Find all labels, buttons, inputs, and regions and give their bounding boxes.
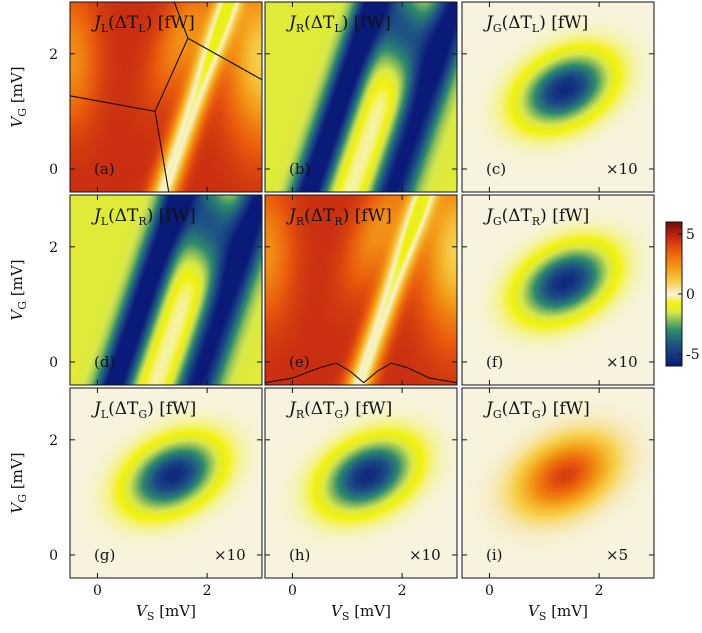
- x-tick-label: 2: [203, 583, 212, 599]
- panel-b: JR(ΔTL) [fW] (b): [264, 1, 458, 193]
- panel-d: JL(ΔTR) [fW] (d) 0 2: [49, 194, 263, 386]
- x-tick-label: 2: [595, 583, 604, 599]
- panel-letter: (i): [486, 546, 503, 564]
- panel-scale: ×10: [214, 546, 246, 564]
- panel-frame: [69, 387, 263, 579]
- panel-a: JL(ΔTL) [fW] (a) 0 2: [49, 1, 263, 193]
- heatmap-g: [70, 388, 262, 578]
- panel-scale: ×10: [606, 353, 638, 371]
- panel-frame: [461, 1, 655, 193]
- x-tick-label: 0: [93, 583, 102, 599]
- heatmap-h: [265, 388, 457, 578]
- panel-frame: [69, 194, 263, 386]
- panel-title: JG(ΔTG) [fW]: [483, 399, 590, 421]
- panel-letter: (a): [94, 160, 115, 178]
- colorbar: 5 0 -5: [665, 221, 700, 367]
- panel-g: JL(ΔTG) [fW] (g) ×10 0 2 0 2: [49, 387, 263, 599]
- panel-frame: [461, 387, 655, 579]
- panel-frame: [264, 1, 458, 193]
- panel-title: JL(ΔTG) [fW]: [91, 399, 196, 421]
- overlay-line: [187, 37, 263, 81]
- overlay-line: [69, 95, 156, 112]
- panel-h: JR(ΔTG) [fW] (h) ×10 0 2: [264, 387, 458, 599]
- panel-scale: ×10: [606, 160, 638, 178]
- heatmap-c: [462, 2, 654, 192]
- y-tick-label: 2: [49, 240, 58, 256]
- panel-title: JG(ΔTR) [fW]: [483, 206, 589, 228]
- colorbar-tick-label: -5: [686, 347, 700, 363]
- panel-letter: (g): [94, 546, 115, 564]
- heatmap-b: [265, 2, 457, 192]
- y-tick-label: 0: [49, 162, 58, 178]
- panel-scale: ×10: [409, 546, 441, 564]
- panel-title: JG(ΔTL) [fW]: [483, 13, 588, 35]
- y-tick-label: 2: [49, 433, 58, 449]
- overlay-line: [154, 38, 189, 112]
- x-tick-label: 2: [398, 583, 407, 599]
- panel-frame: [69, 1, 263, 193]
- colorbar-tick-label: 5: [686, 227, 695, 243]
- panel-letter: (h): [289, 546, 310, 564]
- y-tick-label: 2: [49, 47, 58, 63]
- panel-title: JR(ΔTG) [fW]: [286, 399, 392, 421]
- panel-title: JR(ΔTR) [fW]: [286, 206, 392, 228]
- panel-letter: (e): [289, 353, 310, 371]
- panel-f: JG(ΔTR) [fW] (f) ×10: [461, 194, 655, 386]
- x-axis-label: VS [mV]: [528, 602, 588, 623]
- panel-c: JG(ΔTL) [fW] (c) ×10: [461, 1, 655, 193]
- panel-title: JL(ΔTL) [fW]: [91, 13, 195, 35]
- panel-frame: [461, 194, 655, 386]
- y-tick-label: 0: [49, 548, 58, 564]
- y-axis-label: VG [mV]: [8, 259, 29, 320]
- x-tick-label: 0: [485, 583, 494, 599]
- y-axis-label: VG [mV]: [8, 452, 29, 513]
- overlay-line: [173, 1, 189, 39]
- y-axis-label: VG [mV]: [8, 66, 29, 127]
- colorbar-tick-label: 0: [686, 287, 695, 303]
- overlay-line: [154, 111, 170, 193]
- heatmap-e: [265, 195, 457, 385]
- panel-letter: (b): [289, 160, 310, 178]
- panel-title: JR(ΔTL) [fW]: [286, 13, 391, 35]
- overlay-curve: [264, 362, 458, 384]
- panel-frame: [264, 387, 458, 579]
- x-tick-label: 0: [288, 583, 297, 599]
- panel-e: JR(ΔTR) [fW] (e): [264, 194, 458, 386]
- x-axis-label: VS [mV]: [331, 602, 391, 623]
- panel-title: JL(ΔTR) [fW]: [91, 206, 196, 228]
- heatmap-i: [462, 388, 654, 578]
- axis-labels: VG [mV] VG [mV] VG [mV] VS [mV] VS [mV] VS [m…: [8, 66, 588, 623]
- panel-letter: (c): [486, 160, 506, 178]
- x-axis-label: VS [mV]: [136, 602, 196, 623]
- heatmap-f: [462, 195, 654, 385]
- panel-frame: [264, 194, 458, 386]
- panel-i: JG(ΔTG) [fW] (i) ×5 0 2: [461, 387, 655, 599]
- y-tick-label: 0: [49, 355, 58, 371]
- heatmap-d: [70, 195, 262, 385]
- panel-letter: (d): [94, 353, 115, 371]
- heatmap-a: [70, 2, 262, 192]
- panels-layer: JL(ΔTL) [fW] (a) 0 2 JR(ΔTL) [fW] (b) JG(ΔTL) …: [49, 1, 655, 599]
- colorbar-gradient: [666, 222, 682, 366]
- panel-letter: (f): [486, 353, 503, 371]
- panel-scale: ×5: [606, 546, 628, 564]
